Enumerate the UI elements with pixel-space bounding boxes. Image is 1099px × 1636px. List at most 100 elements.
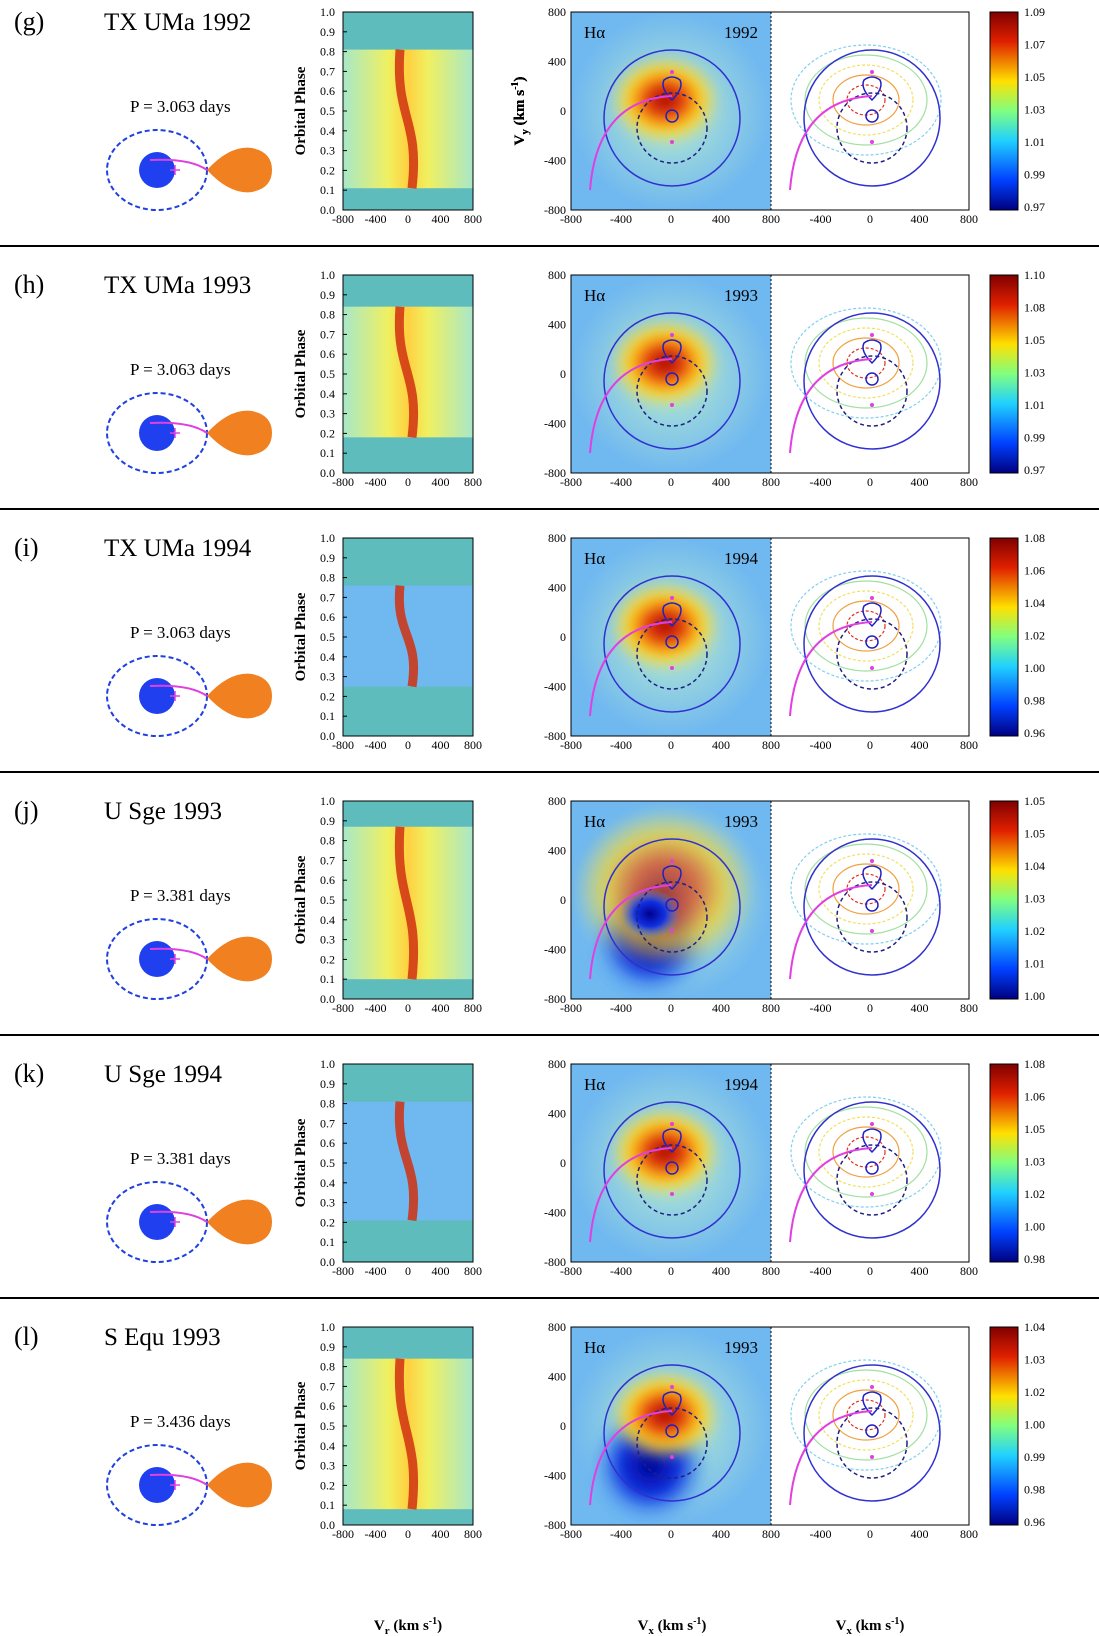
vy-tick-label: 400 [548, 55, 566, 69]
dot [870, 1385, 874, 1389]
vy-axis-label: Vy (km s-1) [510, 77, 531, 146]
primary [139, 1204, 175, 1240]
map-hot [610, 318, 720, 408]
phase-tick-label: 0.5 [320, 1419, 335, 1433]
contour [832, 74, 900, 126]
disk-circle [636, 1144, 708, 1216]
dot [670, 70, 674, 74]
panel: (k) U Sge 1994 P = 3.381 days 0.0 0.1 0.2 0.3 0… [0, 1034, 1099, 1278]
colorbar-tick-label: 1.04 [1024, 596, 1045, 610]
vy-axis-label-part: V [512, 134, 528, 145]
colorbar-tick-label: 1.06 [1024, 1090, 1045, 1104]
trail-streak [394, 1358, 419, 1510]
vx-tick-label: -400 [810, 1001, 832, 1015]
v-tick-label: 800 [464, 738, 482, 752]
vx-tick-label: 800 [960, 1264, 978, 1278]
vy-tick-label: 800 [548, 1057, 566, 1071]
lobe [662, 1128, 682, 1154]
stream [149, 947, 208, 960]
stream [589, 884, 673, 980]
contour [790, 570, 942, 682]
secondary [207, 673, 272, 719]
vy-tick-label: 0 [560, 630, 566, 644]
colorbar-tick-label: 0.97 [1024, 463, 1045, 477]
vy-axis-label-part: V [512, 134, 528, 145]
vy-axis-label-part: -1 [510, 82, 521, 90]
panel-title: U Sge 1994 [104, 1061, 223, 1088]
cm-cross [170, 1217, 180, 1227]
vx-tick-label: 400 [712, 212, 730, 226]
vx-tick-label: 0 [668, 738, 674, 752]
contour [804, 580, 928, 672]
vy-tick-label: 400 [548, 844, 566, 858]
stream [789, 1147, 873, 1243]
cm-cross [170, 954, 180, 964]
phase-tick-label: 0.6 [320, 84, 335, 98]
vy-axis-label-part: -1 [510, 82, 521, 90]
phase-tick-label: 0.2 [320, 163, 335, 177]
stream [789, 884, 873, 980]
phase-tick-label: 0.7 [320, 590, 335, 604]
colorbar-tick-label: 1.04 [1024, 859, 1045, 873]
phase-tick-label: 0.0 [320, 1255, 335, 1269]
map-frame [570, 1063, 970, 1263]
panel-label: (i) [14, 533, 39, 562]
colorbar-tick-label: 1.10 [1024, 268, 1045, 282]
vy-axis-label-part: ) [512, 77, 528, 82]
colorbar-tick-label: 1.07 [1024, 38, 1045, 52]
vx-tick-label: 0 [867, 1527, 873, 1541]
v-tick-label: 0 [405, 1264, 411, 1278]
cm-cross [170, 165, 180, 175]
primary-velocity [865, 109, 879, 123]
lobe [862, 602, 882, 628]
dot [870, 1122, 874, 1126]
contour [790, 44, 942, 156]
colorbar-tick-label: 0.98 [1024, 1252, 1045, 1266]
vy-axis-label-part: ) [512, 77, 528, 82]
v-tick-label: -800 [332, 212, 354, 226]
dot [870, 929, 874, 933]
vy-tick-label: 400 [548, 581, 566, 595]
stream [149, 421, 208, 434]
phase-axis-label: Orbital Phase [293, 592, 309, 681]
v-tick-label: 800 [464, 1264, 482, 1278]
v-tick-label: 400 [432, 475, 450, 489]
phase-tick-label: 0.3 [320, 1459, 335, 1473]
v-tick-label: -400 [365, 1527, 387, 1541]
vx-tick-label: -800 [560, 1001, 582, 1015]
period: P = 3.063 days [130, 97, 231, 116]
dot [670, 1122, 674, 1126]
v-tick-label: 800 [464, 475, 482, 489]
map-frame [570, 11, 970, 211]
vx-axis-label-part: x [846, 1625, 852, 1636]
contour [790, 833, 942, 945]
stream [789, 95, 873, 191]
phase-tick-label: 1.0 [320, 1320, 335, 1334]
vy-axis-label-part: (km s [512, 90, 528, 129]
contour [790, 1096, 942, 1208]
vx-tick-label: 400 [712, 1264, 730, 1278]
lobe [662, 339, 682, 365]
vy-axis-label-part: V [512, 134, 528, 145]
vx-tick-label: 800 [960, 475, 978, 489]
colorbar-tick-label: 1.03 [1024, 1353, 1045, 1367]
year: 1994 [724, 549, 759, 568]
contour [818, 853, 914, 925]
velocity-circle [803, 49, 941, 187]
primary-velocity [865, 372, 879, 386]
vx-tick-label: 400 [712, 738, 730, 752]
panel-label: (h) [14, 270, 44, 299]
stream [589, 358, 673, 454]
vx-tick-label: 400 [712, 1001, 730, 1015]
secondary [207, 410, 272, 456]
vy-tick-label: 400 [548, 1107, 566, 1121]
colorbar [989, 537, 1019, 737]
vx-axis-label-part: -1 [693, 1616, 701, 1627]
lobe [862, 76, 882, 102]
primary [139, 941, 175, 977]
lobe [662, 865, 682, 891]
phase-tick-label: 0.8 [320, 1097, 335, 1111]
colorbar-tick-label: 1.05 [1024, 1122, 1045, 1136]
vx-tick-label: -400 [610, 1527, 632, 1541]
disk-circle [836, 1407, 908, 1479]
